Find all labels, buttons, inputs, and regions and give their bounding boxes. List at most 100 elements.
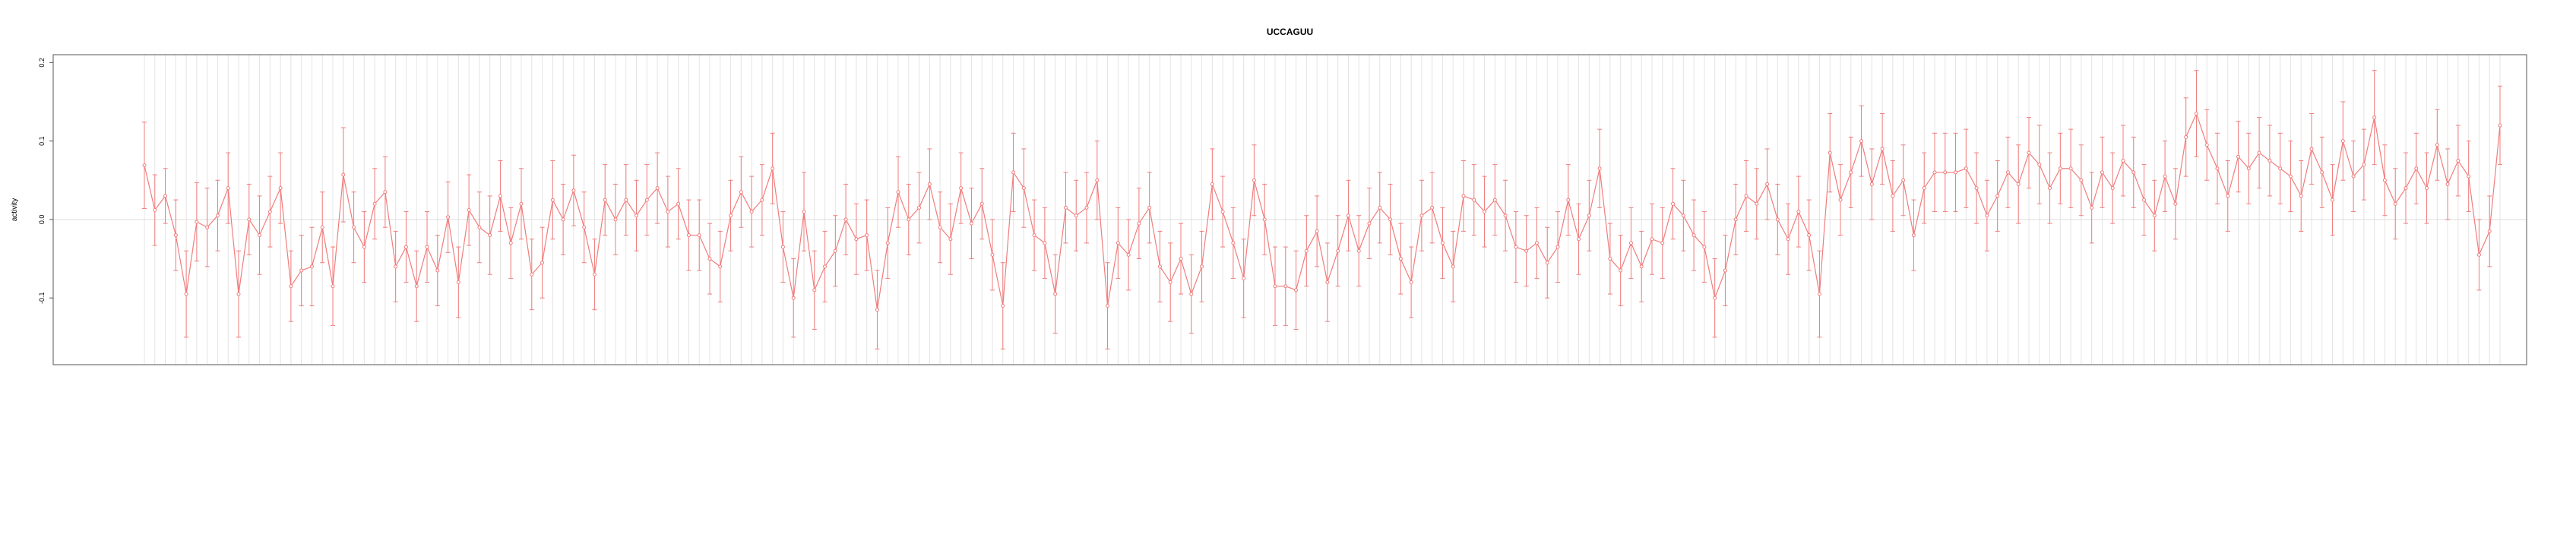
data-point bbox=[833, 248, 837, 253]
data-point bbox=[1733, 217, 1738, 222]
data-point bbox=[1786, 237, 1790, 242]
data-point bbox=[1063, 205, 1068, 210]
data-point bbox=[1954, 170, 1958, 175]
data-point bbox=[1932, 170, 1937, 175]
data-point bbox=[2142, 198, 2147, 202]
data-point bbox=[2163, 174, 2167, 179]
data-point bbox=[205, 225, 210, 229]
data-point bbox=[2382, 178, 2387, 182]
data-point bbox=[1744, 194, 1748, 198]
data-point bbox=[1964, 166, 1968, 171]
data-point bbox=[2404, 186, 2408, 191]
data-point bbox=[896, 190, 900, 194]
data-point bbox=[1210, 182, 1214, 186]
data-point bbox=[2340, 139, 2345, 144]
data-point bbox=[1001, 304, 1005, 308]
data-point bbox=[760, 198, 764, 202]
data-point bbox=[780, 245, 785, 249]
data-point bbox=[2320, 170, 2324, 175]
data-point bbox=[1555, 245, 1560, 249]
data-point bbox=[226, 186, 230, 191]
data-point bbox=[2152, 213, 2157, 218]
data-point bbox=[403, 245, 408, 249]
data-point bbox=[508, 241, 513, 245]
data-point bbox=[686, 233, 691, 238]
data-point bbox=[1880, 147, 1885, 151]
data-point bbox=[771, 166, 775, 171]
data-point bbox=[592, 272, 597, 277]
data-point bbox=[2226, 194, 2230, 198]
data-point bbox=[2110, 186, 2115, 191]
data-point bbox=[644, 198, 649, 202]
data-point bbox=[2425, 186, 2429, 191]
chart-title: UCCAGUU bbox=[1267, 27, 1313, 37]
data-point bbox=[1262, 217, 1267, 222]
data-point bbox=[969, 221, 973, 226]
data-point bbox=[1534, 241, 1539, 245]
data-point bbox=[1242, 276, 1246, 280]
data-point bbox=[2445, 182, 2450, 186]
data-point bbox=[1859, 139, 1864, 144]
data-point bbox=[2215, 166, 2220, 171]
data-point bbox=[1461, 194, 1466, 198]
data-point bbox=[1157, 264, 1162, 269]
data-point bbox=[425, 245, 429, 249]
data-point bbox=[2079, 178, 2084, 182]
data-point bbox=[1639, 264, 1644, 269]
data-point bbox=[215, 213, 220, 218]
data-point bbox=[1011, 170, 1016, 175]
data-point bbox=[1566, 198, 1571, 202]
data-point bbox=[1681, 213, 1685, 218]
data-point bbox=[2467, 174, 2471, 179]
data-point bbox=[153, 208, 157, 213]
data-point bbox=[1398, 257, 1403, 261]
data-point bbox=[635, 213, 639, 218]
data-point bbox=[823, 264, 828, 269]
data-point bbox=[435, 268, 440, 273]
data-point bbox=[519, 201, 524, 206]
data-point bbox=[163, 194, 168, 198]
data-point bbox=[854, 237, 859, 242]
data-point bbox=[2257, 150, 2261, 155]
data-point bbox=[1126, 252, 1131, 257]
data-point bbox=[1492, 198, 1497, 202]
data-point bbox=[2100, 170, 2104, 175]
data-point bbox=[1911, 233, 1916, 238]
data-point bbox=[791, 296, 796, 300]
data-point bbox=[812, 288, 817, 292]
data-point bbox=[707, 257, 712, 261]
data-point bbox=[467, 208, 471, 213]
data-point bbox=[1817, 292, 1821, 296]
data-point bbox=[2005, 170, 2010, 175]
data-point bbox=[2498, 123, 2502, 128]
data-point bbox=[1974, 186, 1979, 191]
data-point bbox=[2016, 182, 2021, 186]
data-point bbox=[2121, 158, 2125, 163]
data-point bbox=[1430, 205, 1435, 210]
series-layer bbox=[142, 70, 2502, 349]
data-point bbox=[1901, 178, 1906, 182]
data-point bbox=[341, 172, 346, 177]
series-line bbox=[144, 112, 2501, 310]
data-point bbox=[362, 245, 366, 249]
data-point bbox=[550, 198, 555, 202]
data-point bbox=[1356, 248, 1361, 253]
data-point bbox=[2048, 186, 2052, 191]
data-point bbox=[1755, 201, 1759, 206]
data-point bbox=[2058, 166, 2062, 171]
data-point bbox=[1220, 210, 1225, 214]
data-point bbox=[1597, 166, 1602, 171]
data-point bbox=[372, 201, 377, 206]
data-point bbox=[446, 215, 451, 220]
data-point bbox=[2414, 166, 2419, 171]
data-point bbox=[1545, 261, 1549, 265]
data-point bbox=[865, 233, 869, 238]
data-point bbox=[1179, 257, 1183, 261]
data-point bbox=[195, 220, 199, 224]
data-point bbox=[1095, 178, 1100, 182]
data-point bbox=[1440, 241, 1445, 245]
data-point bbox=[1503, 213, 1508, 218]
data-point bbox=[1084, 205, 1089, 210]
data-point bbox=[1775, 217, 1780, 222]
data-point bbox=[2393, 201, 2397, 206]
